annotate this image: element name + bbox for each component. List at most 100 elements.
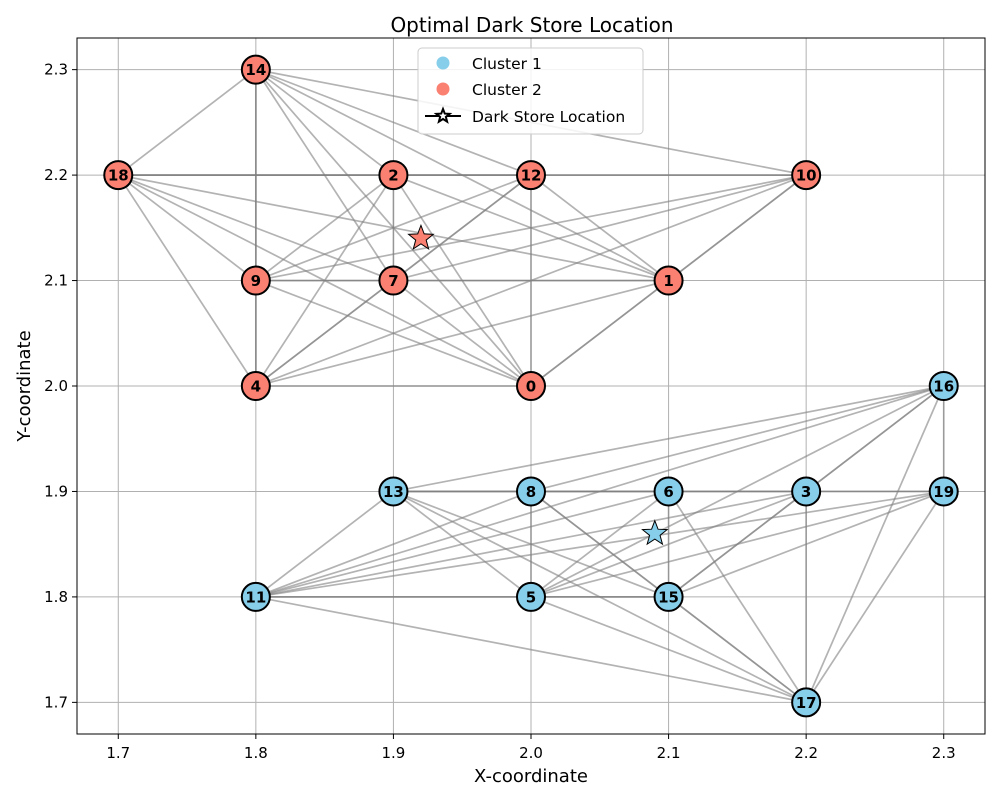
node-label-6: 6 — [663, 483, 673, 501]
edge-7-4 — [255, 279, 394, 387]
node-2 — [378, 160, 409, 191]
edge-2-9 — [255, 174, 394, 282]
edge-8-11 — [255, 490, 532, 598]
edge-15-17 — [668, 596, 807, 704]
edge-8-16 — [530, 385, 944, 493]
edge-14-18 — [117, 68, 257, 176]
edge-19-11 — [255, 490, 944, 598]
node-label-9: 9 — [251, 272, 261, 290]
edge-19-15 — [668, 490, 945, 598]
node-label-17: 17 — [796, 694, 817, 712]
legend-marker-cluster-1 — [436, 56, 450, 70]
node-label-2: 2 — [388, 167, 398, 185]
node-label-16: 16 — [933, 378, 954, 396]
edge-9-0 — [255, 279, 532, 387]
edge-5-17 — [530, 596, 807, 704]
x-tick-label: 2.2 — [794, 744, 818, 762]
node-label-10: 10 — [796, 167, 817, 185]
y-tick-label: 1.8 — [44, 588, 68, 606]
node-label-13: 13 — [383, 483, 404, 501]
edge-12-9 — [255, 174, 532, 282]
edge-14-2 — [255, 68, 394, 176]
edge-18-4 — [117, 174, 257, 387]
edge-3-11 — [255, 490, 807, 598]
node-14 — [240, 54, 271, 85]
y-axis-label: Y-coordinate — [14, 330, 35, 442]
node-10 — [791, 160, 822, 191]
dark-store-layer — [407, 223, 669, 546]
legend: Cluster 1 Cluster 2 Dark Store Location — [417, 47, 644, 135]
edge-10-7 — [393, 174, 807, 282]
node-19 — [928, 476, 959, 507]
y-tick-label: 1.7 — [44, 693, 68, 711]
y-tick-label: 1.9 — [44, 482, 68, 500]
edge-layer — [117, 68, 945, 704]
legend-label-cluster-2: Cluster 2 — [472, 81, 542, 99]
node-5 — [516, 581, 546, 612]
tick-layer: 1.7 1.8 1.9 2.0 2.1 2.2 2.3 1.7 1.8 1.9 2.0 2.1 2.2 2… — [44, 61, 956, 762]
edge-3-5 — [530, 490, 807, 598]
node-label-4: 4 — [251, 378, 261, 396]
edge-11-17 — [255, 596, 807, 704]
y-tick-label: 2.0 — [44, 377, 68, 395]
edge-6-11 — [255, 490, 669, 598]
node-label-14: 14 — [245, 61, 266, 79]
legend-label-dark-store: Dark Store Location — [472, 108, 625, 126]
x-tick-label: 2.3 — [932, 744, 956, 762]
node-11 — [240, 581, 271, 612]
node-12 — [516, 160, 546, 191]
edge-13-11 — [255, 490, 394, 598]
edge-16-5 — [530, 385, 945, 598]
y-tick-label: 2.1 — [44, 272, 68, 290]
edge-13-16 — [393, 385, 944, 493]
edge-6-17 — [667, 490, 807, 703]
chart-title: Optimal Dark Store Location — [390, 13, 673, 37]
node-label-12: 12 — [521, 167, 542, 185]
edge-14-12 — [255, 68, 532, 176]
node-9 — [240, 265, 271, 296]
node-4 — [240, 371, 271, 401]
node-7 — [378, 265, 409, 296]
x-tick-label: 2.0 — [519, 744, 543, 762]
edge-1-0 — [530, 279, 670, 387]
dark-store-cluster-2 — [407, 223, 435, 251]
node-label-7: 7 — [388, 272, 398, 290]
node-15 — [653, 581, 684, 612]
edge-4-1 — [255, 279, 669, 387]
node-label-0: 0 — [526, 378, 536, 396]
x-axis-label: X-coordinate — [474, 766, 588, 787]
legend-label-cluster-1: Cluster 1 — [472, 55, 542, 73]
x-tick-label: 1.7 — [106, 744, 130, 762]
dark-store-cluster-1 — [641, 519, 669, 546]
node-3 — [791, 476, 822, 507]
edge-16-11 — [255, 385, 944, 598]
node-16 — [928, 371, 959, 401]
node-label-8: 8 — [526, 483, 536, 501]
node-label-5: 5 — [526, 588, 536, 606]
edge-18-9 — [117, 174, 257, 282]
y-tick-label: 2.2 — [44, 166, 68, 184]
node-13 — [378, 476, 409, 507]
y-tick-label: 2.3 — [44, 61, 68, 79]
node-label-15: 15 — [658, 588, 679, 606]
node-label-11: 11 — [245, 588, 266, 606]
edge-16-17 — [805, 385, 945, 703]
node-8 — [516, 476, 546, 507]
node-label-3: 3 — [801, 483, 811, 501]
legend-box — [417, 47, 644, 135]
node-0 — [516, 371, 546, 401]
legend-marker-cluster-2 — [436, 82, 450, 96]
legend-marker-dark-store — [433, 106, 453, 124]
x-tick-label: 1.8 — [244, 744, 268, 762]
x-tick-label: 2.1 — [657, 744, 681, 762]
node-1 — [653, 265, 684, 296]
node-label-1: 1 — [663, 272, 673, 290]
node-18 — [103, 160, 134, 191]
edge-10-9 — [255, 174, 807, 282]
x-tick-label: 1.9 — [381, 744, 405, 762]
edge-19-17 — [805, 490, 945, 703]
node-label-18: 18 — [108, 167, 129, 185]
